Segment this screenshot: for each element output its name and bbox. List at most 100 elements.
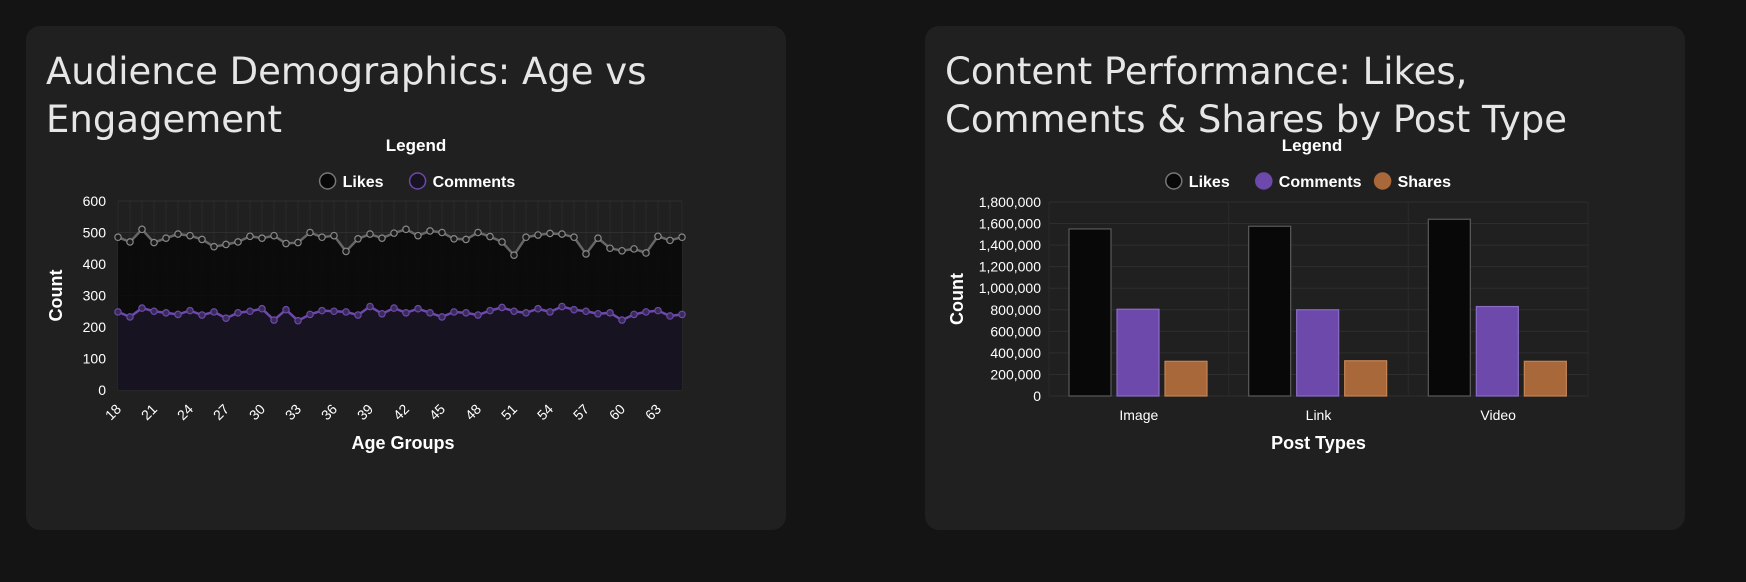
likes-point xyxy=(426,227,434,235)
x-tick-label: 36 xyxy=(318,401,340,423)
comments-point xyxy=(306,310,314,319)
likes-point xyxy=(222,240,230,249)
y-tick-label: 300 xyxy=(83,288,107,304)
likes-point xyxy=(270,231,278,240)
legend-swatch-comments xyxy=(408,172,427,190)
likes-point xyxy=(582,250,590,258)
comments-point xyxy=(342,308,350,316)
comments-point xyxy=(582,307,590,316)
likes-point xyxy=(558,230,566,238)
y-tick-label: 400 xyxy=(83,256,107,272)
y-tick-label: 0 xyxy=(98,382,106,398)
likes-point xyxy=(666,236,674,245)
legend-title: Legend xyxy=(1282,136,1342,155)
likes-point xyxy=(258,234,266,242)
x-tick-label: 18 xyxy=(102,401,124,423)
likes-point xyxy=(174,230,182,238)
y-axis-title: Count xyxy=(46,270,66,322)
bar-likes-link xyxy=(1248,225,1292,397)
x-tick-label: 57 xyxy=(570,401,592,423)
comments-point xyxy=(318,306,326,315)
likes-point xyxy=(486,232,494,241)
x-axis-title: Age Groups xyxy=(351,433,454,453)
likes-point xyxy=(282,239,290,248)
likes-point xyxy=(234,238,242,246)
y-tick-label: 200 xyxy=(83,319,107,335)
comments-point xyxy=(174,310,182,319)
comments-point xyxy=(186,306,194,315)
likes-point xyxy=(186,231,194,240)
bar-shares-video xyxy=(1523,360,1567,397)
likes-point xyxy=(402,225,410,234)
comments-point xyxy=(210,308,218,316)
x-tick-label: 39 xyxy=(354,401,376,423)
likes-point xyxy=(390,229,398,237)
comments-point xyxy=(198,311,206,319)
x-tick-label: 63 xyxy=(642,401,664,423)
comments-point xyxy=(390,304,398,312)
comments-point xyxy=(606,309,614,317)
comments-point xyxy=(150,307,158,316)
y-tick-label: 1,200,000 xyxy=(979,259,1041,275)
legend-swatch-shares xyxy=(1373,172,1392,190)
likes-point xyxy=(378,234,386,242)
comments-point xyxy=(258,304,266,313)
x-tick-label: 21 xyxy=(138,401,160,423)
comments-point xyxy=(294,316,302,325)
comments-point xyxy=(414,304,422,313)
comments-point xyxy=(486,306,494,315)
comments-area xyxy=(118,306,682,390)
age-plot-area xyxy=(114,200,686,391)
likes-point xyxy=(330,231,338,240)
likes-point xyxy=(654,232,662,241)
comments-point xyxy=(654,306,662,315)
likes-point xyxy=(570,233,578,242)
post-chart-title: Content Performance: Likes, Comments & S… xyxy=(945,50,1568,141)
x-tick-label: 27 xyxy=(210,401,232,423)
comments-point xyxy=(678,310,686,319)
comments-point xyxy=(366,302,374,311)
comments-point xyxy=(462,309,470,317)
x-tick-label: 54 xyxy=(534,401,556,423)
legend-label-comments: Comments xyxy=(1279,174,1362,191)
bar-shares-link xyxy=(1344,360,1388,397)
x-tick-label: 45 xyxy=(426,401,448,423)
comments-point xyxy=(246,307,254,316)
comments-point xyxy=(282,305,290,314)
likes-point xyxy=(498,238,506,246)
likes-point xyxy=(318,233,326,242)
comments-point xyxy=(114,308,122,316)
likes-point xyxy=(438,228,446,237)
likes-point xyxy=(210,242,218,251)
post-performance-card: Content Performance: Likes, Comments & S… xyxy=(925,26,1685,530)
likes-point xyxy=(642,249,650,257)
comments-point xyxy=(402,309,410,317)
comments-point xyxy=(450,308,458,316)
comments-point xyxy=(126,313,134,321)
legend-swatch-likes xyxy=(318,172,337,190)
comments-point xyxy=(234,309,242,317)
comments-point xyxy=(270,316,278,324)
comments-point xyxy=(498,303,506,312)
y-axis-title: Count xyxy=(947,273,967,325)
likes-point xyxy=(342,247,350,256)
likes-point xyxy=(306,228,314,237)
comments-point xyxy=(666,312,674,320)
y-tick-label: 200,000 xyxy=(990,366,1041,382)
comments-point xyxy=(438,313,446,321)
legend-swatch-likes xyxy=(1165,172,1183,190)
likes-point xyxy=(522,233,530,242)
likes-point xyxy=(474,228,482,237)
legend-swatch-comments xyxy=(1255,172,1273,190)
comments-point xyxy=(522,309,530,317)
likes-point xyxy=(246,232,254,241)
y-tick-label: 400,000 xyxy=(990,345,1041,361)
age-engagement-card: Audience Demographics: Age vs Engagement… xyxy=(26,26,786,530)
likes-point xyxy=(618,246,626,255)
y-tick-label: 1,800,000 xyxy=(979,194,1041,210)
likes-point xyxy=(678,233,686,242)
x-tick-label: Video xyxy=(1480,407,1516,423)
legend-title: Legend xyxy=(386,136,446,155)
likes-point xyxy=(354,235,362,243)
likes-point xyxy=(126,238,134,246)
